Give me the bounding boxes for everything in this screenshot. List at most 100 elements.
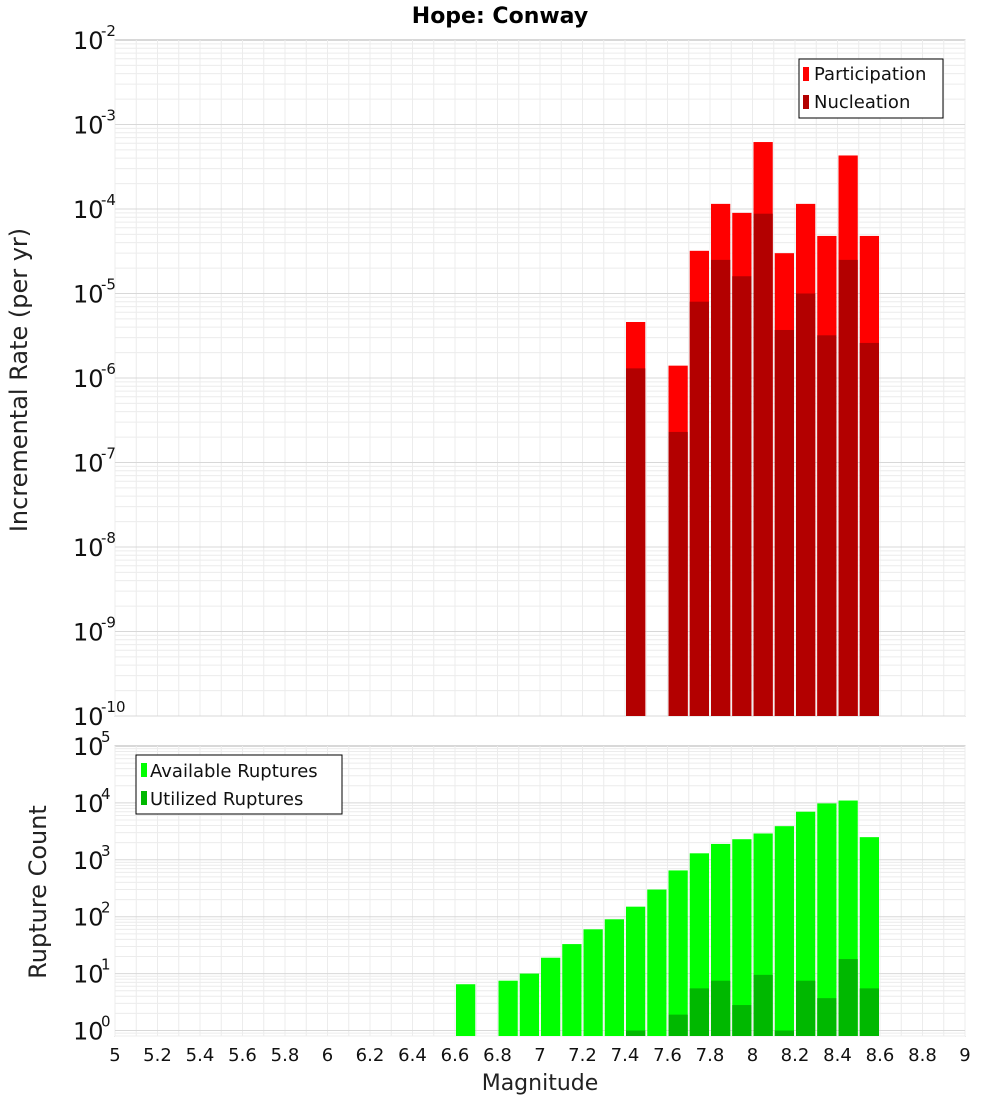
rate-y-tick-label: 10: [73, 365, 104, 393]
count-bar-s1: [498, 980, 518, 1036]
x-tick-label: 6.4: [398, 1045, 427, 1066]
count-bar-s1: [583, 929, 603, 1036]
count-bar-s1: [626, 906, 646, 1036]
x-tick-label: 5.2: [143, 1045, 172, 1066]
x-tick-labels: 5 5.2 5.4 5.6 5.8 6 6.2 6.4 6.6 6.8 7 7.2 7.4 7.6 7.8 8…: [109, 1045, 970, 1066]
count-bar-s2: [838, 959, 858, 1036]
x-tick-label: 7: [534, 1045, 545, 1066]
count-y-tick-label: 10: [73, 790, 104, 818]
legend-swatch-participation: [803, 67, 809, 81]
rate-bar-s2: [796, 293, 816, 716]
x-tick-label: 7.8: [696, 1045, 725, 1066]
x-tick-label: 9: [959, 1045, 970, 1066]
count-bar-s2: [796, 980, 816, 1036]
count-bar-s1: [817, 803, 837, 1036]
rate-y-tick-label: 10: [73, 27, 104, 55]
legend-label-utilized: Utilized Ruptures: [150, 789, 303, 810]
rate-bar-s2: [838, 259, 858, 716]
rate-grid: [114, 40, 966, 717]
count-bar-s1: [774, 826, 794, 1036]
count-bar-s2: [732, 1005, 752, 1036]
rate-bar-s2: [753, 213, 773, 716]
x-tick-label: 7.6: [653, 1045, 682, 1066]
legend-swatch-nucleation: [803, 95, 809, 109]
rate-bars: [626, 142, 879, 716]
rate-y-tick-label: 10: [73, 534, 104, 562]
count-bar-s2: [711, 980, 731, 1036]
count-bar-s2: [753, 974, 773, 1036]
count-bar-s2: [774, 1030, 794, 1036]
x-tick-label: 8: [747, 1045, 758, 1066]
count-y-tick-exponent: 0: [101, 1012, 111, 1030]
x-tick-label: 7.4: [611, 1045, 640, 1066]
rate-y-tick-exponent: -10: [101, 698, 126, 716]
count-y-tick-exponent: 4: [101, 785, 111, 803]
count-bar-s1: [562, 944, 582, 1036]
count-bar-s1: [732, 839, 752, 1036]
count-y-tick-exponent: 5: [101, 728, 111, 746]
count-bar-s1: [456, 984, 476, 1036]
x-tick-label: 7.2: [568, 1045, 597, 1066]
rate-bar-s2: [859, 342, 879, 716]
x-tick-label: 5.4: [186, 1045, 215, 1066]
x-tick-label: 5.8: [271, 1045, 300, 1066]
rate-y-tick-exponent: -4: [101, 191, 116, 209]
rate-bar-s2: [668, 431, 688, 716]
count-y-tick-exponent: 1: [101, 956, 111, 974]
rate-y-tick-label: 10: [73, 450, 104, 478]
rate-y-tick-exponent: -2: [101, 22, 116, 40]
rate-y-tick-exponent: -8: [101, 529, 116, 547]
legend-swatch-utilized: [141, 791, 147, 805]
rate-bar-s2: [732, 276, 752, 716]
count-bars: [456, 800, 879, 1036]
x-axis-label: Magnitude: [482, 1071, 599, 1096]
rate-bar-s2: [817, 335, 837, 716]
rate-y-tick-label: 10: [73, 619, 104, 647]
x-tick-label: 8.2: [781, 1045, 810, 1066]
count-bar-s2: [817, 998, 837, 1036]
count-bar-s1: [859, 837, 879, 1036]
count-bar-s2: [689, 988, 709, 1036]
count-y-tick-exponent: 2: [101, 899, 111, 917]
legend-label-nucleation: Nucleation: [814, 92, 910, 113]
rate-bar-s2: [774, 329, 794, 716]
count-bar-s1: [519, 973, 539, 1036]
rate-y-tick-exponent: -5: [101, 276, 116, 294]
count-bar-s1: [604, 919, 624, 1036]
x-tick-label: 5: [109, 1045, 120, 1066]
x-tick-label: 5.6: [228, 1045, 257, 1066]
count-y-tick-label: 10: [73, 904, 104, 932]
x-tick-label: 6.8: [483, 1045, 512, 1066]
legend-label-participation: Participation: [814, 64, 926, 85]
count-bar-s1: [668, 870, 688, 1036]
count-y-tick-label: 10: [73, 847, 104, 875]
rate-y-tick-label: 10: [73, 703, 104, 731]
count-bar-s1: [647, 889, 667, 1036]
chart-title: Hope: Conway: [412, 4, 588, 29]
count-legend: Available Ruptures Utilized Ruptures: [135, 754, 343, 815]
rate-y-axis-label: Incremental Rate (per yr): [5, 228, 33, 532]
count-legend-box: [135, 754, 343, 815]
x-tick-label: 8.8: [908, 1045, 937, 1066]
count-y-tick-exponent: 3: [101, 842, 111, 860]
rate-legend-box: [798, 58, 944, 119]
x-tick-label: 8.4: [823, 1045, 852, 1066]
x-tick-label: 6: [322, 1045, 333, 1066]
rate-y-tick-exponent: -9: [101, 614, 116, 632]
count-y-tick-label: 10: [73, 733, 104, 761]
rate-legend: Participation Nucleation: [798, 58, 944, 119]
count-y-tick-label: 10: [73, 961, 104, 989]
count-y-axis-label: Rupture Count: [24, 805, 52, 979]
count-bar-s2: [668, 1014, 688, 1036]
rate-y-tick-exponent: -3: [101, 107, 116, 125]
count-bar-s1: [541, 957, 561, 1036]
x-tick-label: 6.6: [441, 1045, 470, 1066]
rate-y-tick-exponent: -6: [101, 360, 116, 378]
rate-y-tick-label: 10: [73, 281, 104, 309]
legend-label-available: Available Ruptures: [150, 761, 318, 782]
